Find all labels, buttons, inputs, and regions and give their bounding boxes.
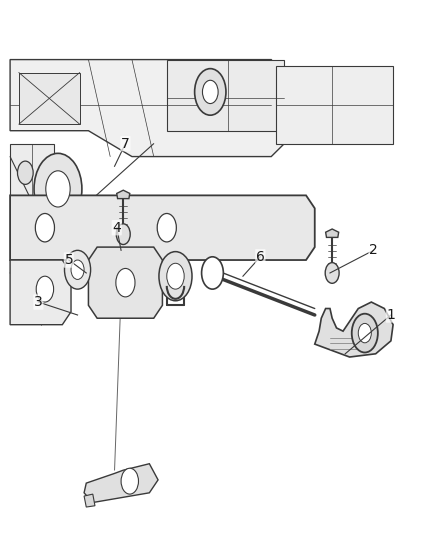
Text: 2: 2 [369,244,378,257]
Circle shape [116,269,135,297]
Circle shape [64,251,91,289]
Circle shape [116,224,130,245]
Polygon shape [10,60,297,157]
Polygon shape [167,60,284,131]
Circle shape [159,252,192,301]
Polygon shape [10,196,315,260]
Circle shape [202,80,218,103]
Text: 4: 4 [113,221,121,235]
Polygon shape [88,247,162,318]
Circle shape [71,260,84,279]
Circle shape [157,214,177,242]
Text: 3: 3 [34,295,43,309]
Polygon shape [315,302,393,357]
Circle shape [27,262,63,316]
Polygon shape [10,144,53,273]
Circle shape [46,171,70,207]
Circle shape [121,469,138,494]
Polygon shape [276,66,393,144]
Text: 1: 1 [386,308,396,322]
Circle shape [18,161,33,184]
Circle shape [35,214,54,242]
Polygon shape [325,229,339,237]
Polygon shape [117,190,130,199]
Circle shape [201,257,223,289]
Polygon shape [84,464,158,503]
Text: 7: 7 [121,136,130,151]
Polygon shape [10,260,71,325]
Circle shape [167,263,184,289]
Circle shape [325,263,339,284]
Circle shape [352,314,378,352]
Text: 5: 5 [64,253,73,267]
Circle shape [358,324,371,343]
Circle shape [34,154,82,224]
Text: 6: 6 [256,250,265,264]
Circle shape [194,69,226,115]
Polygon shape [84,494,95,507]
Polygon shape [19,72,80,124]
Circle shape [36,276,53,302]
